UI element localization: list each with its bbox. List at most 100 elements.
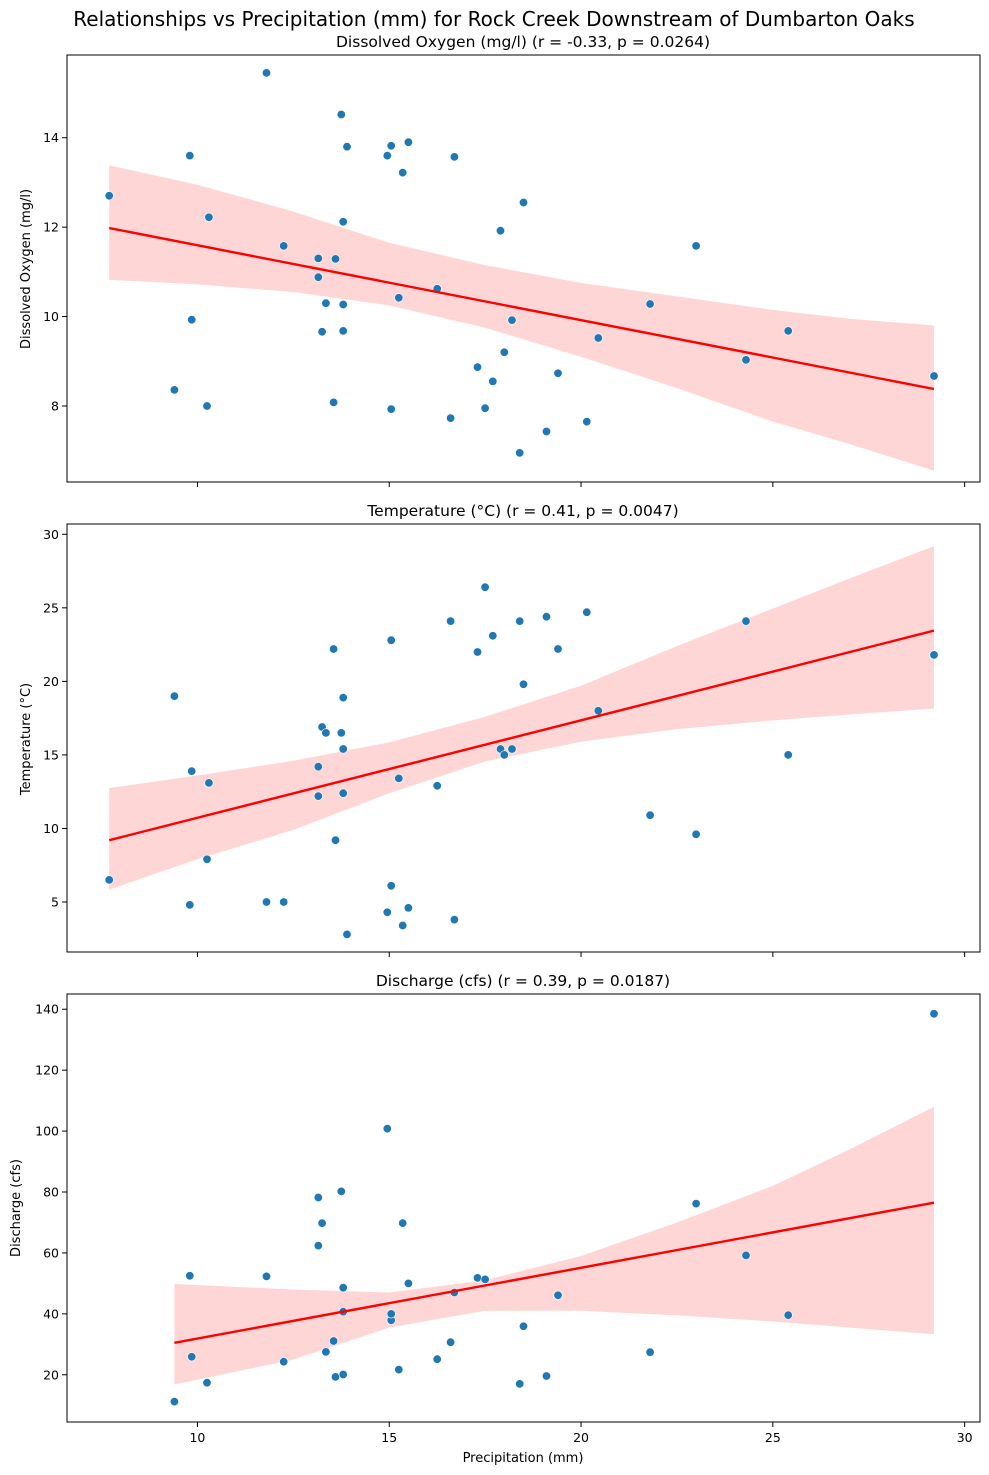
- data-point: [518, 679, 528, 689]
- data-point: [336, 728, 346, 738]
- data-point: [202, 401, 212, 411]
- data-point: [338, 299, 348, 309]
- data-point: [691, 829, 701, 839]
- data-point: [515, 616, 525, 626]
- data-point: [741, 1250, 751, 1260]
- data-point: [317, 327, 327, 337]
- y-tick-label: 5: [51, 894, 59, 909]
- data-point: [783, 1310, 793, 1320]
- data-point: [783, 326, 793, 336]
- data-point: [386, 881, 396, 891]
- y-tick-label: 20: [43, 674, 59, 689]
- confidence-band: [109, 546, 934, 890]
- panel-title: Temperature (°C) (r = 0.41, p = 0.0047): [366, 502, 678, 520]
- data-point: [403, 903, 413, 913]
- y-axis-label: Discharge (cfs): [9, 1159, 24, 1257]
- data-point: [321, 1347, 331, 1357]
- y-tick-label: 8: [51, 398, 59, 413]
- x-tick-label: 25: [765, 1430, 781, 1445]
- data-point: [169, 691, 179, 701]
- data-point: [691, 241, 701, 251]
- data-point: [187, 766, 197, 776]
- regression-line: [174, 1201, 935, 1344]
- data-point: [338, 788, 348, 798]
- y-tick-label: 12: [43, 220, 59, 235]
- data-point: [472, 647, 482, 657]
- data-point: [185, 1271, 195, 1281]
- data-point: [313, 272, 323, 282]
- data-point: [553, 1290, 563, 1300]
- data-point: [446, 616, 456, 626]
- data-point: [338, 217, 348, 227]
- data-point: [446, 413, 456, 423]
- data-point: [204, 212, 214, 222]
- data-point: [507, 315, 517, 325]
- data-point: [313, 791, 323, 801]
- data-point: [386, 141, 396, 151]
- data-point: [317, 1218, 327, 1228]
- data-point: [541, 612, 551, 622]
- data-point: [541, 426, 551, 436]
- data-point: [185, 151, 195, 161]
- y-tick-label: 20: [43, 1367, 59, 1382]
- data-point: [398, 1218, 408, 1228]
- data-point: [321, 298, 331, 308]
- data-point: [398, 168, 408, 178]
- data-point: [645, 810, 655, 820]
- y-tick-label: 30: [43, 527, 59, 542]
- y-tick-label: 40: [43, 1306, 59, 1321]
- panel-discharge: Discharge (cfs) (r = 0.39, p = 0.0187) D…: [9, 972, 981, 1466]
- data-point: [553, 368, 563, 378]
- data-point: [329, 397, 339, 407]
- data-point: [386, 635, 396, 645]
- data-point: [338, 326, 348, 336]
- data-point: [279, 897, 289, 907]
- data-point: [480, 582, 490, 592]
- y-tick-label: 80: [43, 1185, 59, 1200]
- data-point: [386, 1309, 396, 1319]
- regression-line: [108, 226, 935, 391]
- data-point: [929, 371, 939, 381]
- data-point: [480, 1274, 490, 1284]
- data-point: [691, 1199, 701, 1209]
- y-tick-label: 100: [35, 1124, 59, 1139]
- data-point: [261, 68, 271, 78]
- x-tick-label: 15: [381, 1430, 397, 1445]
- data-point: [329, 1336, 339, 1346]
- data-point: [518, 198, 528, 208]
- data-point: [541, 1371, 551, 1381]
- data-point: [169, 385, 179, 395]
- data-point: [507, 744, 517, 754]
- data-point: [336, 1186, 346, 1196]
- data-point: [330, 254, 340, 264]
- data-point: [104, 875, 114, 885]
- data-point: [553, 644, 563, 654]
- data-point: [645, 299, 655, 309]
- data-point: [398, 920, 408, 930]
- axes-frame: [66, 54, 981, 483]
- data-point: [645, 1347, 655, 1357]
- y-tick-label: 15: [43, 747, 59, 762]
- y-tick-label: 60: [43, 1245, 59, 1260]
- data-point: [432, 781, 442, 791]
- data-point: [446, 1337, 456, 1347]
- y-tick-label: 14: [43, 130, 59, 145]
- data-point: [279, 241, 289, 251]
- y-tick-label: 25: [43, 600, 59, 615]
- y-tick-label: 10: [43, 309, 59, 324]
- data-point: [499, 347, 509, 357]
- data-point: [330, 835, 340, 845]
- data-point: [741, 616, 751, 626]
- data-point: [202, 1378, 212, 1388]
- axes-frame: [66, 993, 981, 1423]
- data-point: [403, 137, 413, 147]
- data-point: [342, 142, 352, 152]
- data-point: [382, 1124, 392, 1134]
- data-point: [382, 151, 392, 161]
- data-point: [515, 448, 525, 458]
- data-point: [582, 417, 592, 427]
- data-point: [382, 907, 392, 917]
- confidence-band: [174, 1106, 934, 1385]
- data-point: [499, 750, 509, 760]
- panel-dissolved-oxygen: Dissolved Oxygen (mg/l) (r = -0.33, p = …: [19, 33, 981, 487]
